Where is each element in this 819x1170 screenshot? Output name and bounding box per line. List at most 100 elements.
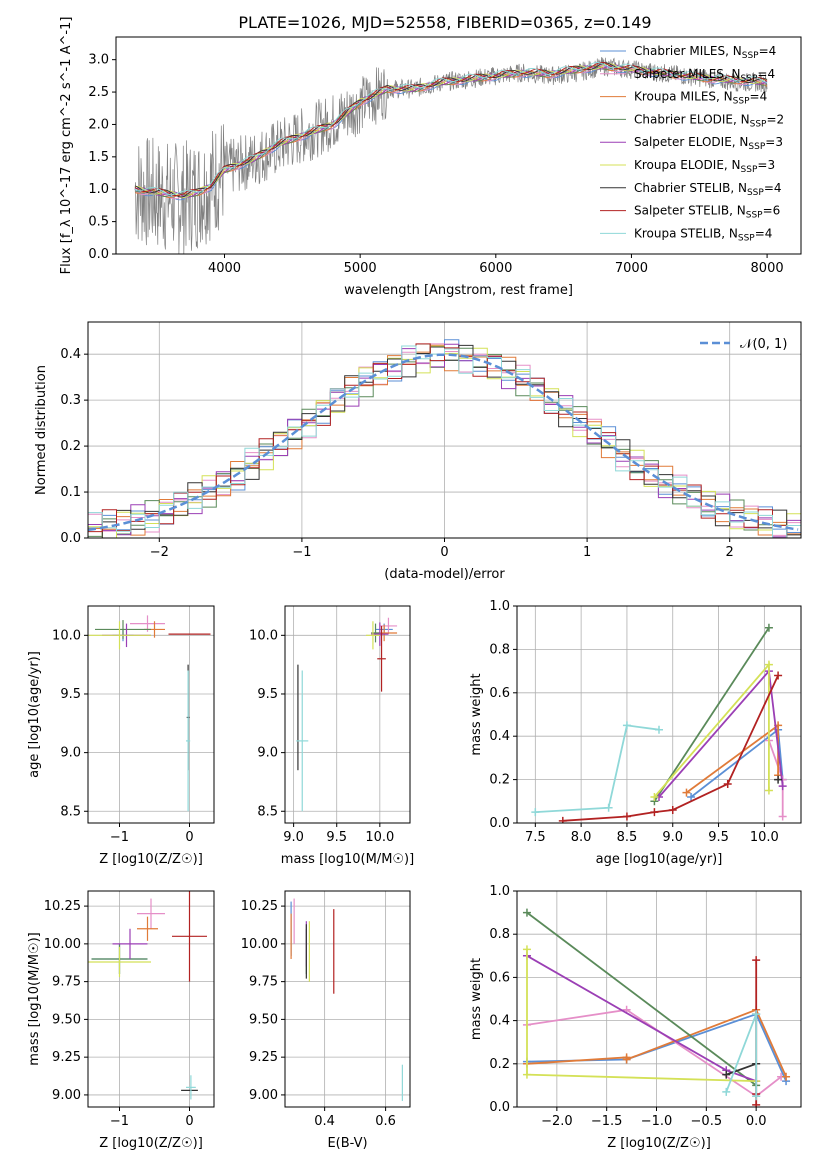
x-tick-label: 2: [726, 545, 734, 560]
y-axis-label: mass weight: [469, 673, 484, 755]
plot-area-Z-age: [88, 615, 211, 812]
x-tick-label: 0.6: [375, 1114, 396, 1129]
y-tick-label: 9.25: [249, 1050, 278, 1065]
series-line-3: [526, 911, 757, 1087]
series-point: [752, 1010, 761, 1019]
plots: Chabrier MILES, NSSP=4 Salpeter MILES, NS…: [27, 17, 802, 1151]
x-tick-label: 8.5: [617, 830, 638, 845]
series-line-3: [653, 627, 770, 802]
series-point: [752, 1092, 761, 1101]
series-point: [774, 775, 783, 784]
y-tick-label: 0.4: [489, 1014, 510, 1029]
series-point: [604, 803, 613, 812]
y-axis-label: mass weight: [469, 958, 484, 1040]
y-tick-label: 0.2: [489, 1057, 510, 1072]
legend-label: Salpeter ELODIE, NSSP=3: [634, 135, 783, 152]
normal-curve: [88, 353, 799, 532]
x-tick-label: 7000: [615, 261, 648, 276]
y-tick-label: 0.4: [489, 729, 510, 744]
series-point: [722, 1087, 731, 1096]
series-point: [655, 725, 663, 734]
panel-Z-weight: −2.0 −1.5 −1.0 −0.5 0.0 0.0 0.2 0.4 0.6 0.8 1.0 Z […: [469, 884, 802, 1151]
y-tick-label: 0.2: [60, 439, 81, 454]
x-tick-label: 10.0: [750, 830, 779, 845]
x-tick-label: −1.5: [591, 1114, 623, 1129]
x-axis-label: Z [log10(Z/Z☉)]: [99, 852, 203, 867]
y-tick-label: 0.6: [489, 686, 510, 701]
y-tick-label: 10.0: [52, 628, 81, 643]
y-axis-label: Flux [f_λ 10^-17 erg cm^-2 s^-1 A^-1]: [59, 17, 74, 275]
y-axis-label: age [log10(age/yr)]: [27, 651, 42, 778]
legend-label: Salpeter MILES, NSSP=4: [634, 67, 775, 84]
series-line-8: [535, 724, 660, 813]
x-tick-label: 9.5: [326, 830, 347, 845]
x-tick-label: 0.0: [746, 1114, 767, 1129]
x-axis-label: wavelength [Angstrom, rest frame]: [344, 283, 573, 298]
x-tick-label: 9.0: [662, 830, 683, 845]
y-tick-label: 10.00: [241, 937, 278, 952]
y-tick-label: 9.5: [60, 687, 81, 702]
y-tick-label: 9.75: [52, 975, 81, 990]
x-axis-label: Z [log10(Z/Z☉)]: [99, 1136, 203, 1151]
y-tick-label: 0.8: [489, 642, 510, 657]
x-tick-label: −1: [292, 545, 311, 560]
axes-frame: [115, 36, 802, 255]
legend-label: Kroupa ELODIE, NSSP=3: [634, 158, 775, 175]
x-axis-label: age [log10(age/yr)]: [596, 852, 723, 867]
series-point: [752, 1100, 761, 1107]
series-point: [650, 792, 659, 801]
y-tick-label: 10.25: [44, 899, 81, 914]
axes-frame: [516, 890, 802, 1108]
series-point: [622, 812, 631, 821]
y-tick-label: 9.5: [257, 687, 278, 702]
panel-residuals: 𝒩(0, 1) −2 −1 0 1 2 0.0 0.1 0.2 0.3 0.4 (data-model…: [34, 321, 802, 582]
y-tick-label: 1.0: [489, 884, 510, 899]
x-tick-label: −2.0: [541, 1114, 573, 1129]
y-tick-label: 2.0: [88, 117, 109, 132]
y-axis-label: mass [log10(M/M☉)]: [27, 932, 42, 1065]
series-line-8: [725, 1013, 758, 1097]
legend-label: Kroupa STELIB, NSSP=4: [634, 226, 772, 243]
series-line-6: [725, 1062, 757, 1076]
y-tick-label: 9.0: [257, 746, 278, 761]
axes-frame: [516, 605, 802, 824]
y-tick-label: 10.25: [241, 899, 278, 914]
legend-label: Kroupa MILES, NSSP=4: [634, 90, 767, 107]
x-tick-label: 5000: [344, 261, 377, 276]
x-tick-label: −1: [110, 1114, 129, 1129]
y-tick-label: 0.2: [489, 773, 510, 788]
plot-area-EBV-mass: [290, 898, 403, 1101]
x-tick-label: 8.0: [571, 830, 592, 845]
legend-label: 𝒩(0, 1): [740, 337, 787, 352]
series-line-1: [526, 1008, 782, 1098]
x-tick-label: 0: [185, 830, 193, 845]
x-tick-label: 0: [440, 545, 448, 560]
panel-EBV-mass: 0.4 0.6 9.00 9.25 9.50 9.75 10.00 10.25 E(B-V): [241, 890, 411, 1151]
plot-area-age-weight: [531, 623, 787, 823]
y-tick-label: 0.5: [88, 215, 109, 230]
series-point: [764, 660, 773, 669]
y-axis-label: Normed distribution: [34, 365, 49, 495]
y-tick-label: 8.5: [60, 804, 81, 819]
series-point: [782, 1072, 791, 1081]
y-tick-label: 10.0: [249, 628, 278, 643]
x-tick-label: 7.5: [525, 830, 546, 845]
x-tick-label: −2: [150, 545, 169, 560]
y-tick-label: 1.0: [489, 599, 510, 614]
x-tick-label: 4000: [208, 261, 241, 276]
y-tick-label: 2.5: [88, 85, 109, 100]
series-point: [668, 805, 677, 814]
legend: Chabrier MILES, NSSP=4 Salpeter MILES, NS…: [600, 44, 784, 243]
plot-area-Z-mass: [88, 891, 207, 1100]
axes-frame: [284, 605, 411, 824]
panel-spectrum: Chabrier MILES, NSSP=4 Salpeter MILES, NS…: [59, 17, 802, 298]
series-point: [723, 779, 732, 788]
x-tick-label: 6000: [479, 261, 512, 276]
x-tick-label: 10.0: [365, 830, 394, 845]
model-line-8: [134, 62, 768, 196]
x-tick-label: −1.0: [641, 1114, 673, 1129]
series-point: [687, 792, 696, 801]
series-point: [764, 786, 773, 795]
x-tick-label: 1: [583, 545, 591, 560]
x-tick-label: 9.5: [708, 830, 729, 845]
